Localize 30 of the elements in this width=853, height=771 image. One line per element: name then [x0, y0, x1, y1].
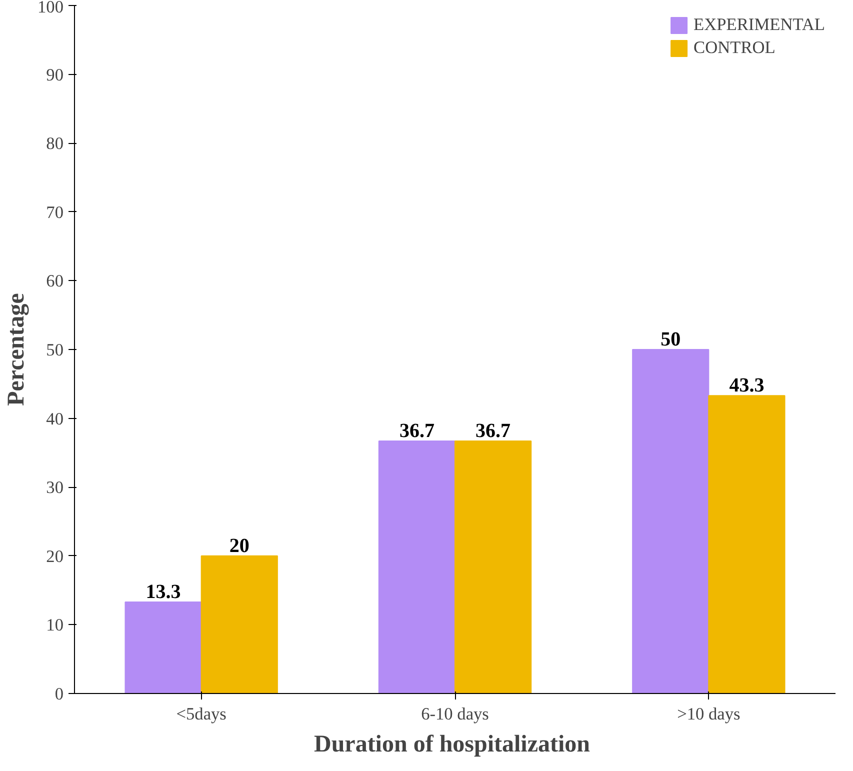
bar	[124, 601, 202, 694]
data-label: 50	[660, 328, 681, 350]
x-axis-title: Duration of hospitalization	[314, 732, 590, 758]
x-tick-label: 6-10 days	[421, 704, 490, 724]
y-tick-label: 20	[46, 546, 64, 566]
y-tick-label: 10	[46, 616, 64, 635]
x-tick-label: >10 days	[677, 704, 741, 724]
y-tick-label: 70	[46, 202, 64, 222]
data-label: 36.7	[476, 420, 511, 442]
y-tick-label: 60	[46, 272, 64, 291]
legend-label: CONTROL	[694, 38, 776, 58]
data-label: 43.3	[729, 374, 764, 397]
bar	[454, 440, 532, 694]
y-tick-label: 0	[54, 684, 64, 704]
y-tick-label: 100	[38, 0, 64, 16]
data-label: 20	[229, 534, 250, 557]
y-tick-label: 80	[46, 134, 64, 154]
y-tick-label: 90	[46, 65, 64, 84]
legend-label: EXPERIMENTAL	[694, 15, 825, 35]
y-axis-title: Percentage	[4, 292, 30, 406]
y-tick-label: 50	[46, 340, 64, 360]
x-tick-label: <5days	[176, 704, 227, 724]
data-label: 36.7	[399, 420, 434, 442]
bar	[708, 395, 786, 694]
y-tick-label: 30	[46, 478, 64, 498]
bar	[378, 440, 456, 694]
data-label: 13.3	[146, 580, 181, 603]
bar	[200, 555, 278, 694]
y-tick-label: 40	[46, 409, 64, 428]
bar	[632, 349, 710, 694]
